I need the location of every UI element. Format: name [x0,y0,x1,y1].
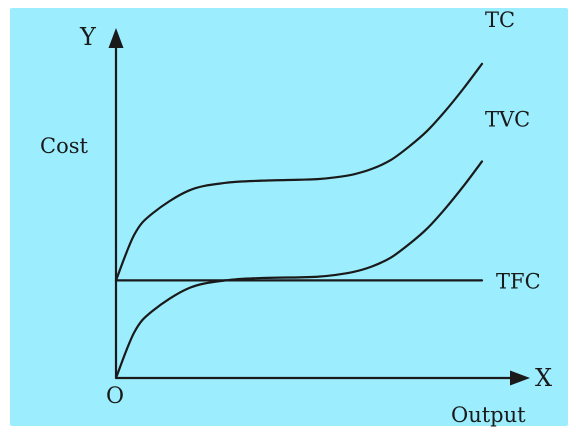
x-axis-arrowhead [510,370,530,386]
series-label-tc: TC [485,8,515,32]
y-axis-letter: Y [79,23,97,51]
x-axis-label: Output [451,403,526,427]
series-label-tvc: TVC [485,108,530,132]
chart-panel [10,8,568,426]
series-line-tvc [114,160,484,380]
origin-label: O [106,384,124,409]
labels-layer: Y Cost X Output O TC TVC TFC [40,8,552,427]
series-layer [114,62,484,380]
x-axis-letter: X [535,364,552,392]
axes [108,28,530,386]
series-line-tc [114,62,484,282]
series-label-tfc: TFC [496,269,541,293]
y-axis-label: Cost [40,134,88,158]
y-axis-arrowhead [108,28,124,48]
